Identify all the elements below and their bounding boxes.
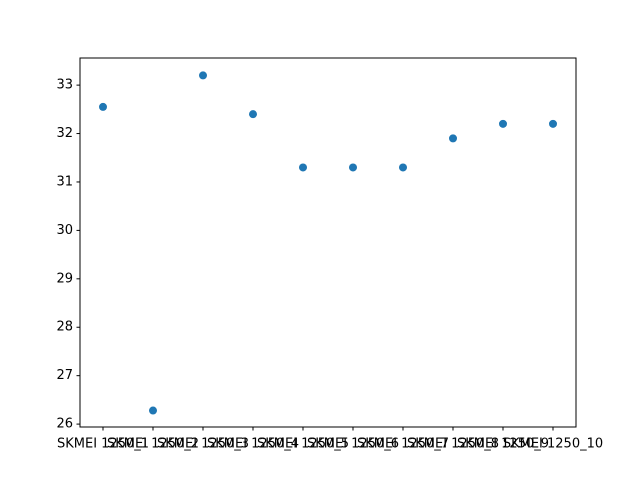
- x-tick-label: SKMEI 1250_6: [307, 437, 399, 452]
- x-tick-label: SKMEI 1250_5: [257, 437, 349, 452]
- x-tick-label: SKMEI 1250_4: [207, 437, 299, 452]
- point: [399, 163, 407, 172]
- x-tick-label: SKMEI 1250_9: [457, 437, 549, 452]
- point: [549, 119, 557, 128]
- point: [99, 102, 107, 111]
- point: [349, 163, 357, 172]
- point: [499, 119, 507, 128]
- x-tick-label: SKMEI 1250_1: [57, 437, 149, 452]
- point: [299, 163, 307, 172]
- plot-frame: [79, 57, 577, 428]
- x-tick-label: SKMEI 1250_10: [503, 437, 603, 452]
- y-tick-label: 33: [56, 78, 73, 93]
- point: [249, 110, 257, 119]
- x-tick-label: SKMEI 1250_2: [107, 437, 199, 452]
- point: [199, 71, 207, 80]
- y-tick-label: 31: [56, 174, 73, 189]
- y-tick-label: 28: [56, 320, 73, 335]
- y-tick-label: 30: [56, 223, 73, 238]
- x-tick-label: SKMEI 1250_8: [407, 437, 499, 452]
- y-tick-label: 27: [56, 368, 73, 383]
- point: [449, 134, 457, 143]
- x-tick-label: SKMEI 1250_3: [157, 437, 249, 452]
- y-tick-label: 32: [56, 126, 73, 141]
- y-tick-label: 29: [56, 271, 73, 286]
- y-tick-label: 26: [56, 417, 73, 432]
- x-tick-label: SKMEI 1250_7: [357, 437, 449, 452]
- point: [149, 406, 157, 415]
